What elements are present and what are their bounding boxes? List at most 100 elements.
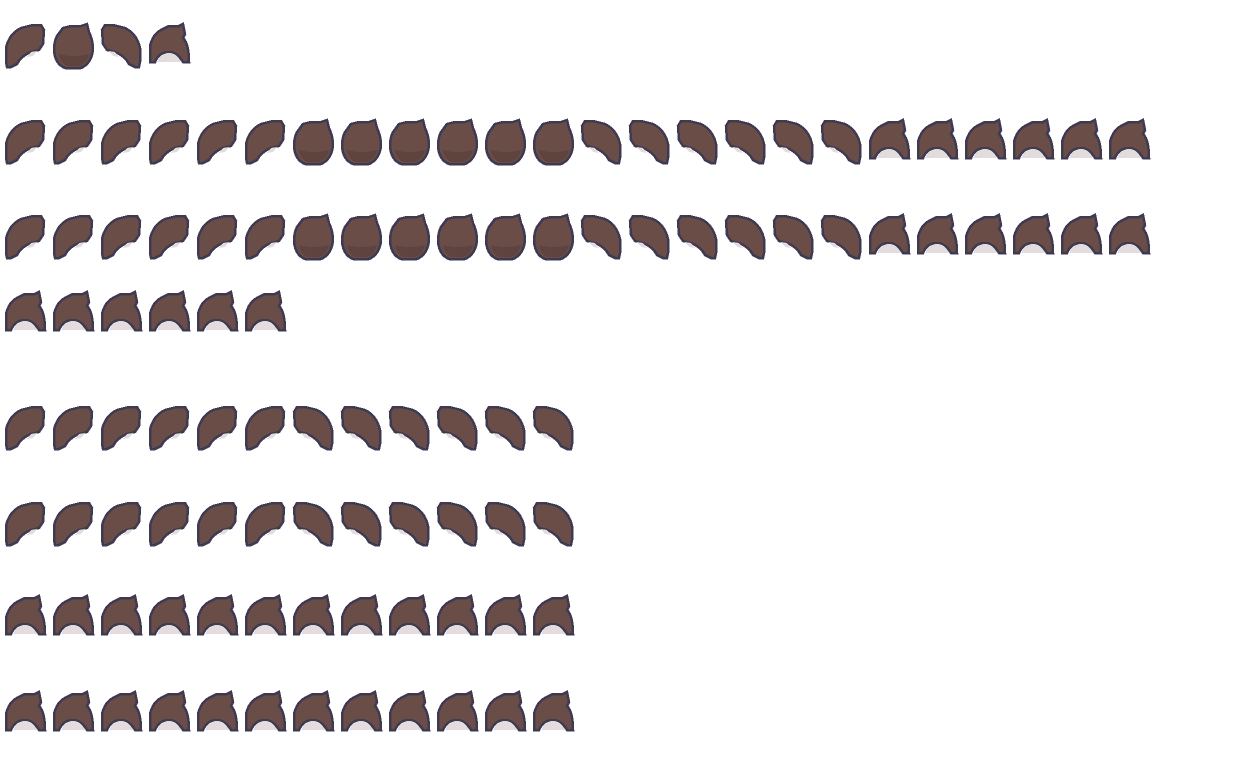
hair-back-sprite <box>3 690 51 738</box>
hair-back-sprite <box>1107 213 1155 261</box>
hair-side-left-sprite <box>195 500 243 548</box>
hair-front-round-sprite <box>339 213 387 261</box>
hair-side-right-sprite <box>387 404 435 452</box>
hair-front-round-sprite <box>435 118 483 166</box>
hair-back-sprite <box>867 118 915 166</box>
hair-back-sprite <box>99 290 147 338</box>
sprite-row-5 <box>3 404 579 452</box>
hair-side-left-sprite <box>3 213 51 261</box>
hair-front-round-sprite <box>387 213 435 261</box>
hair-back-sprite <box>339 690 387 738</box>
sprite-row-6 <box>3 500 579 548</box>
hair-side-left-sprite <box>195 213 243 261</box>
hair-side-left-sprite <box>147 118 195 166</box>
hair-side-right-sprite <box>579 118 627 166</box>
hair-front-round-sprite <box>531 213 579 261</box>
hair-back-sprite <box>3 290 51 338</box>
sprite-row-4 <box>3 290 291 338</box>
sprite-row-8 <box>3 690 579 738</box>
hair-side-left-sprite <box>243 404 291 452</box>
hair-back-sprite <box>435 594 483 642</box>
hair-side-left-sprite <box>3 404 51 452</box>
hair-side-left-sprite <box>51 213 99 261</box>
hair-side-left-sprite <box>51 500 99 548</box>
hair-side-right-sprite <box>531 500 579 548</box>
hair-back-sprite <box>195 594 243 642</box>
sprite-row-2 <box>3 118 1155 166</box>
hair-back-sprite <box>1011 213 1059 261</box>
hair-side-right-sprite <box>675 213 723 261</box>
hair-side-left-sprite <box>147 213 195 261</box>
sprite-row-1 <box>3 22 195 70</box>
hair-side-left-sprite <box>51 404 99 452</box>
hair-back-sprite <box>387 594 435 642</box>
hair-side-left-sprite <box>243 118 291 166</box>
hair-front-round-sprite <box>483 213 531 261</box>
hair-back-sprite <box>147 22 195 70</box>
hair-side-left-sprite <box>243 500 291 548</box>
hair-back-sprite <box>483 594 531 642</box>
hair-side-right-sprite <box>339 500 387 548</box>
hair-side-right-sprite <box>819 213 867 261</box>
hair-back-sprite <box>387 690 435 738</box>
hair-side-left-sprite <box>99 500 147 548</box>
hair-side-left-sprite <box>3 22 51 70</box>
hair-back-sprite <box>915 118 963 166</box>
sprite-row-7 <box>3 594 579 642</box>
hair-back-sprite <box>195 290 243 338</box>
hair-side-right-sprite <box>483 500 531 548</box>
hair-back-sprite <box>51 690 99 738</box>
hair-side-right-sprite <box>291 500 339 548</box>
hair-side-right-sprite <box>387 500 435 548</box>
hair-back-sprite <box>3 594 51 642</box>
hair-back-sprite <box>243 594 291 642</box>
hair-side-right-sprite <box>723 118 771 166</box>
hair-back-sprite <box>1107 118 1155 166</box>
hair-side-right-sprite <box>291 404 339 452</box>
hair-side-right-sprite <box>435 404 483 452</box>
hair-back-sprite <box>195 690 243 738</box>
hair-back-sprite <box>531 594 579 642</box>
hair-front-round-sprite <box>291 213 339 261</box>
hair-front-round-sprite <box>291 118 339 166</box>
hair-side-left-sprite <box>51 118 99 166</box>
hair-side-left-sprite <box>3 500 51 548</box>
hair-side-right-sprite <box>771 118 819 166</box>
hair-side-left-sprite <box>99 213 147 261</box>
hair-back-sprite <box>291 690 339 738</box>
hair-front-round-sprite <box>435 213 483 261</box>
hair-front-round-sprite <box>339 118 387 166</box>
hair-back-sprite <box>531 690 579 738</box>
hair-side-right-sprite <box>579 213 627 261</box>
hair-back-sprite <box>867 213 915 261</box>
hair-back-sprite <box>339 594 387 642</box>
sprite-row-3 <box>3 213 1155 261</box>
hair-back-sprite <box>243 690 291 738</box>
hair-side-left-sprite <box>195 118 243 166</box>
hair-side-right-sprite <box>723 213 771 261</box>
hair-side-right-sprite <box>99 22 147 70</box>
hair-front-round-sprite <box>531 118 579 166</box>
hair-back-sprite <box>1059 213 1107 261</box>
hair-side-right-sprite <box>675 118 723 166</box>
hair-back-sprite <box>483 690 531 738</box>
hair-back-sprite <box>99 594 147 642</box>
hair-back-sprite <box>147 290 195 338</box>
hair-side-left-sprite <box>99 404 147 452</box>
hair-back-sprite <box>99 690 147 738</box>
hair-back-sprite <box>1059 118 1107 166</box>
hair-back-sprite <box>915 213 963 261</box>
hair-side-left-sprite <box>147 404 195 452</box>
hair-back-sprite <box>147 594 195 642</box>
hair-side-left-sprite <box>147 500 195 548</box>
hair-side-right-sprite <box>531 404 579 452</box>
hair-side-left-sprite <box>243 213 291 261</box>
hair-front-round-sprite <box>51 22 99 70</box>
hair-side-right-sprite <box>627 213 675 261</box>
hair-back-sprite <box>51 594 99 642</box>
hair-side-right-sprite <box>435 500 483 548</box>
hair-side-left-sprite <box>99 118 147 166</box>
hair-back-sprite <box>291 594 339 642</box>
hair-back-sprite <box>963 213 1011 261</box>
hair-back-sprite <box>243 290 291 338</box>
